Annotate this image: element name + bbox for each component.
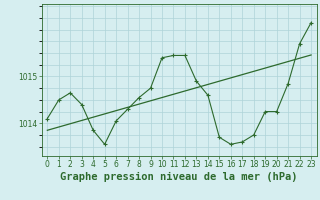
X-axis label: Graphe pression niveau de la mer (hPa): Graphe pression niveau de la mer (hPa) [60, 172, 298, 182]
